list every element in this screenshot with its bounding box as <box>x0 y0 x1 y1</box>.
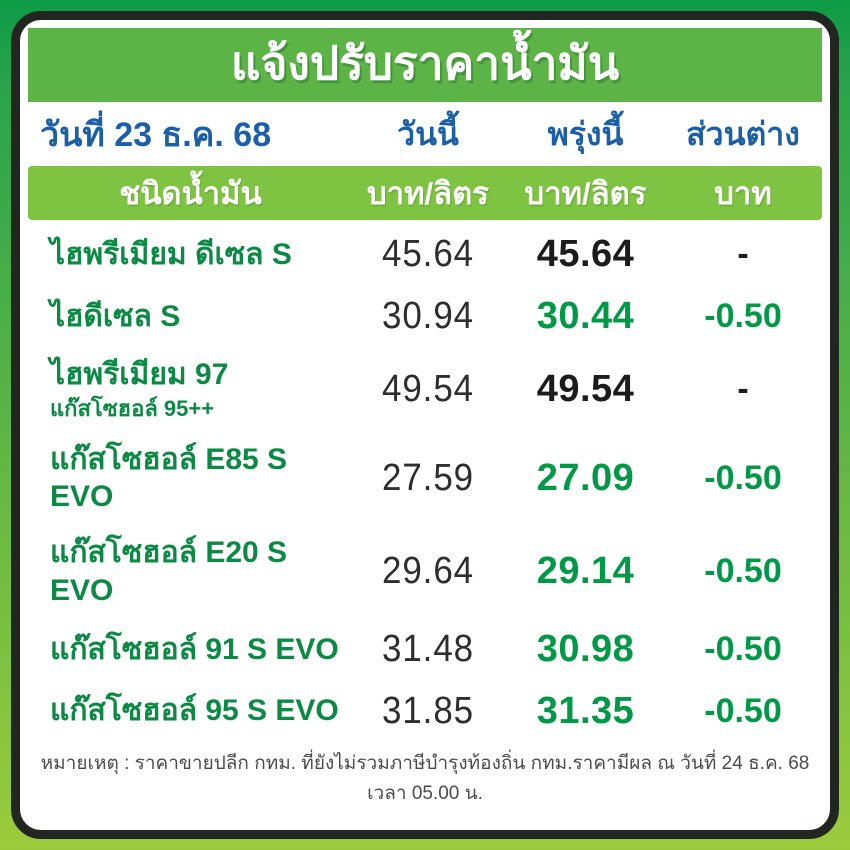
price-tomorrow: 49.54 <box>536 367 635 410</box>
unit-difference: บาท <box>714 176 772 211</box>
price-difference: - <box>737 369 749 408</box>
price-card: แจ้งปรับราคาน้ำมัน วันที่ 23 ธ.ค. 68 วัน… <box>11 11 839 839</box>
column-header-fuel-type: ชนิดน้ำมัน <box>119 176 262 211</box>
unit-today: บาท/ลิตร <box>367 176 489 211</box>
price-difference: -0.50 <box>704 552 782 591</box>
price-today: 49.54 <box>381 367 475 410</box>
price-tomorrow: 27.09 <box>536 456 635 499</box>
price-today: 31.85 <box>381 689 475 732</box>
price-tomorrow: 45.64 <box>536 233 635 276</box>
fuel-name: แก๊สโซฮอล์ E20 S EVO <box>50 536 288 607</box>
price-difference: -0.50 <box>704 630 782 669</box>
price-today: 31.48 <box>381 628 475 671</box>
column-header-difference: ส่วนต่าง <box>686 115 800 152</box>
price-tomorrow: 29.14 <box>536 550 635 593</box>
table-row: ไฮพรีเมียม ดีเซล S 45.64 45.64 - <box>40 233 818 276</box>
unit-tomorrow: บาท/ลิตร <box>524 176 647 211</box>
column-header-tomorrow: พรุ่งนี้ <box>547 115 624 152</box>
price-difference: -0.50 <box>704 296 782 335</box>
fuel-name: ไฮดีเซล S <box>50 299 181 333</box>
fuel-subname: แก๊สโซฮอล์ 95++ <box>50 395 215 421</box>
price-difference: -0.50 <box>704 691 782 730</box>
price-today: 29.64 <box>381 550 475 593</box>
table-row: ไฮพรีเมียม 97 แก๊สโซฮอล์ 95++ 49.54 49.5… <box>40 356 818 422</box>
poster-title-banner: แจ้งปรับราคาน้ำมัน <box>28 28 822 102</box>
price-difference: -0.50 <box>704 458 782 497</box>
price-today: 45.64 <box>381 233 475 276</box>
table-row: แก๊สโซฮอล์ 91 S EVO 31.48 30.98 -0.50 <box>40 628 818 671</box>
fuel-name: ไฮพรีเมียม 97 <box>50 358 229 392</box>
fuel-name: แก๊สโซฮอล์ 95 S EVO <box>50 694 339 728</box>
price-table-rows: ไฮพรีเมียม ดีเซล S 45.64 45.64 - ไฮดีเซล… <box>28 220 822 742</box>
poster-title: แจ้งปรับราคาน้ำมัน <box>230 37 620 89</box>
column-header-today: วันนี้ <box>397 115 459 152</box>
table-row: ไฮดีเซล S 30.94 30.44 -0.50 <box>40 295 818 338</box>
price-difference: - <box>737 235 749 274</box>
table-row: แก๊สโซฮอล์ 95 S EVO 31.85 31.35 -0.50 <box>40 690 818 733</box>
table-row: แก๊สโซฮอล์ E20 S EVO 29.64 29.14 -0.50 <box>40 534 818 609</box>
date-label: วันที่ 23 ธ.ค. 68 <box>40 116 272 154</box>
fuel-name: แก๊สโซฮอล์ 91 S EVO <box>50 632 339 666</box>
footnote: หมายเหตุ : ราคาขายปลีก กทม. ที่ยังไม่รวม… <box>40 753 810 804</box>
price-today: 27.59 <box>381 456 475 499</box>
fuel-name: แก๊สโซฮอล์ E85 S EVO <box>50 442 288 514</box>
fuel-name: ไฮพรีเมียม ดีเซล S <box>50 238 292 272</box>
date-header-row: วันที่ 23 ธ.ค. 68 วันนี้ พรุ่งนี้ ส่วนต่… <box>28 102 822 166</box>
table-row: แก๊สโซฮอล์ E85 S EVO 27.59 27.09 -0.50 <box>40 441 818 516</box>
price-tomorrow: 30.44 <box>536 294 635 337</box>
price-tomorrow: 30.98 <box>536 628 635 671</box>
price-tomorrow: 31.35 <box>536 689 635 732</box>
unit-header-row: ชนิดน้ำมัน บาท/ลิตร บาท/ลิตร บาท <box>28 166 822 220</box>
price-today: 30.94 <box>381 294 475 337</box>
